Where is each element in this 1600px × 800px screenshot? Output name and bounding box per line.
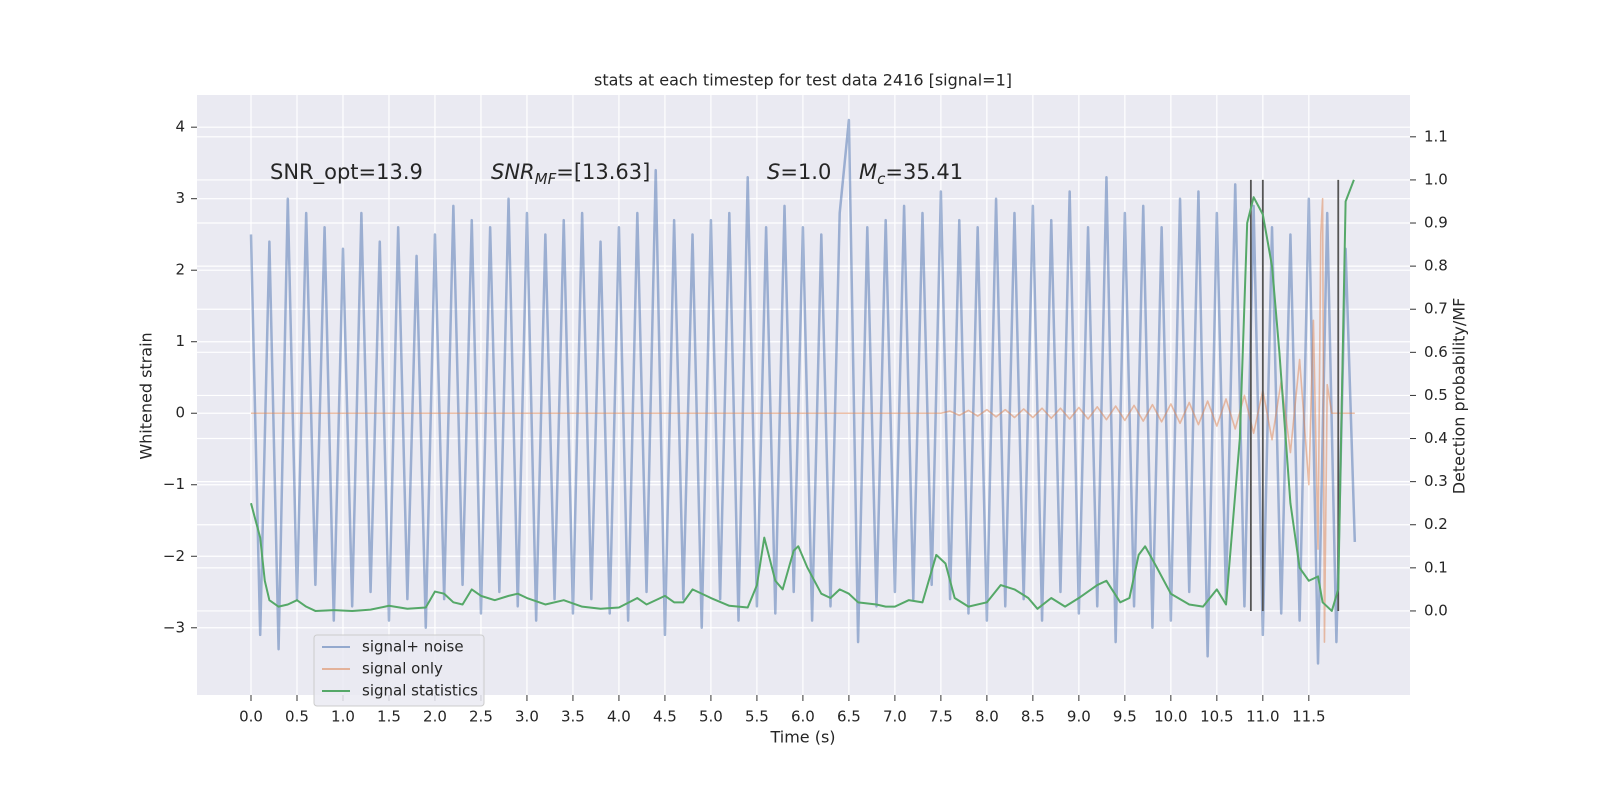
y-tick-label: 1: [175, 332, 185, 350]
annotation-part: c: [877, 170, 886, 188]
legend-frame: [313, 634, 485, 707]
y2-tick-label: 0.9: [1424, 214, 1448, 232]
y2-tick-label: 0.5: [1424, 386, 1448, 404]
y2-tick-label: 0.8: [1424, 257, 1448, 275]
series-line: [250, 197, 1355, 643]
legend: signal+ noise signal only signal statistic…: [313, 634, 485, 707]
y-tick-label: −1: [163, 475, 185, 493]
annotation: SNR_opt=13.9: [270, 160, 423, 185]
x-tick-label: 9.0: [1067, 708, 1091, 726]
x-tick-label: 3.0: [515, 708, 539, 726]
x-tick-label: 1.5: [377, 708, 401, 726]
annotation-part: MF: [535, 170, 557, 188]
x-tick-label: 8.0: [975, 708, 999, 726]
y-tick-label: 0: [175, 404, 185, 422]
y2-tick-label: 1.0: [1424, 170, 1448, 188]
y2-tick-label: 0.7: [1424, 300, 1448, 318]
y2-tick-label: 0.4: [1424, 429, 1448, 447]
legend-label: signal statistics: [362, 682, 478, 700]
y-tick-label: 4: [175, 118, 185, 136]
y2-tick-label: 0.1: [1424, 558, 1448, 576]
y2-tick-label: 0.0: [1424, 601, 1448, 619]
y-axis-label: Whitened strain: [137, 332, 156, 459]
x-tick-label: 11.5: [1292, 708, 1325, 726]
grid: [197, 95, 1410, 695]
x-tick-label: 3.5: [561, 708, 585, 726]
x-tick-label: 4.0: [607, 708, 631, 726]
y2-tick-label: 0.3: [1424, 472, 1448, 490]
x-tick-label: 5.5: [745, 708, 769, 726]
y2-tick-label: 1.1: [1424, 127, 1448, 145]
x-tick-label: 6.0: [791, 708, 815, 726]
annotation: S=1.0: [767, 160, 831, 184]
annotation-part: S: [767, 160, 780, 184]
y2-tick-label: 0.6: [1424, 343, 1448, 361]
y2-axis-label: Detection probability/MF: [1450, 298, 1469, 495]
x-axis-label: Time (s): [769, 728, 835, 747]
legend-label: signal only: [362, 660, 443, 678]
y-tick-label: −3: [163, 618, 185, 636]
chart-title: stats at each timestep for test data 241…: [594, 71, 1012, 90]
x-tick-label: 6.5: [837, 708, 861, 726]
x-tick-label: 4.5: [653, 708, 677, 726]
x-tick-label: 0.0: [239, 708, 263, 726]
x-tick-label: 8.5: [1021, 708, 1045, 726]
series-line: [249, 118, 1357, 665]
x-tick-label: 9.5: [1113, 708, 1137, 726]
x-tick-label: 11.0: [1246, 708, 1279, 726]
x-tick-label: 10.5: [1200, 708, 1233, 726]
y2-tick-label: 0.2: [1424, 515, 1448, 533]
x-tick-label: 2.0: [423, 708, 447, 726]
x-tick-label: 0.5: [285, 708, 309, 726]
x-tick-label: 2.5: [469, 708, 493, 726]
y-tick-label: 3: [175, 189, 185, 207]
x-tick-label: 10.0: [1154, 708, 1187, 726]
annotation-part: M: [859, 160, 877, 184]
y-tick-label: 2: [175, 261, 185, 279]
annotation-part: =[13.63]: [556, 160, 650, 184]
x-tick-label: 7.5: [929, 708, 953, 726]
y-tick-label: −2: [163, 547, 185, 565]
annotation-part: SNR: [491, 160, 535, 184]
annotation: SNRMF=[13.63]: [491, 160, 650, 188]
annotation: Mc=35.41: [859, 160, 963, 188]
x-tick-label: 1.0: [331, 708, 355, 726]
annotation-part: =1.0: [780, 160, 831, 184]
x-tick-label: 5.0: [699, 708, 723, 726]
legend-label: signal+ noise: [362, 638, 464, 656]
annotation-part: SNR_opt=13.9: [270, 160, 423, 185]
x-tick-label: 7.0: [883, 708, 907, 726]
annotation-part: =35.41: [885, 160, 963, 184]
series-line: [250, 179, 1355, 612]
